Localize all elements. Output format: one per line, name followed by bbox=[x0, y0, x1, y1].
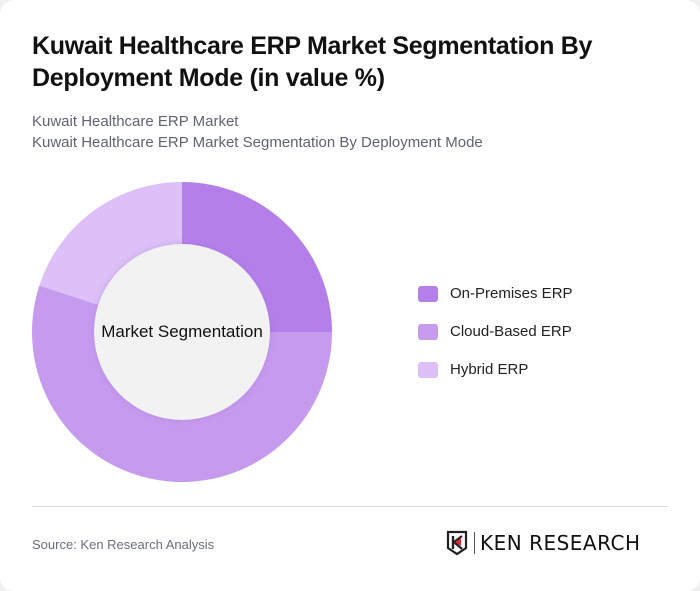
subtitle-segmentation: Kuwait Healthcare ERP Market Segmentatio… bbox=[32, 134, 483, 151]
ken-research-shield-icon bbox=[446, 530, 468, 556]
legend-item-hybrid[interactable]: Hybrid ERP bbox=[418, 360, 573, 379]
legend-swatch-icon bbox=[418, 285, 438, 302]
legend-swatch-icon bbox=[418, 323, 438, 340]
subtitle-market: Kuwait Healthcare ERP Market bbox=[32, 113, 239, 130]
donut-hole bbox=[94, 244, 270, 420]
legend-label: Cloud-Based ERP bbox=[450, 323, 572, 340]
page-title: Kuwait Healthcare ERP Market Segmentatio… bbox=[32, 32, 593, 92]
source-note: Source: Ken Research Analysis bbox=[32, 537, 215, 552]
donut-center-label: Market Segmentation bbox=[101, 322, 263, 341]
footer-divider bbox=[32, 506, 668, 507]
logo-separator bbox=[474, 532, 475, 554]
ken-research-logo: KEN RESEARCH bbox=[446, 530, 641, 556]
chart-legend: On-Premises ERP Cloud-Based ERP Hybrid E… bbox=[418, 284, 573, 398]
donut-chart bbox=[32, 182, 333, 483]
legend-item-on-premises[interactable]: On-Premises ERP bbox=[418, 284, 573, 303]
legend-item-cloud-based[interactable]: Cloud-Based ERP bbox=[418, 322, 573, 341]
legend-label: On-Premises ERP bbox=[450, 285, 573, 302]
legend-label: Hybrid ERP bbox=[450, 361, 529, 378]
legend-swatch-icon bbox=[418, 361, 438, 378]
logo-text: KEN RESEARCH bbox=[480, 531, 641, 555]
